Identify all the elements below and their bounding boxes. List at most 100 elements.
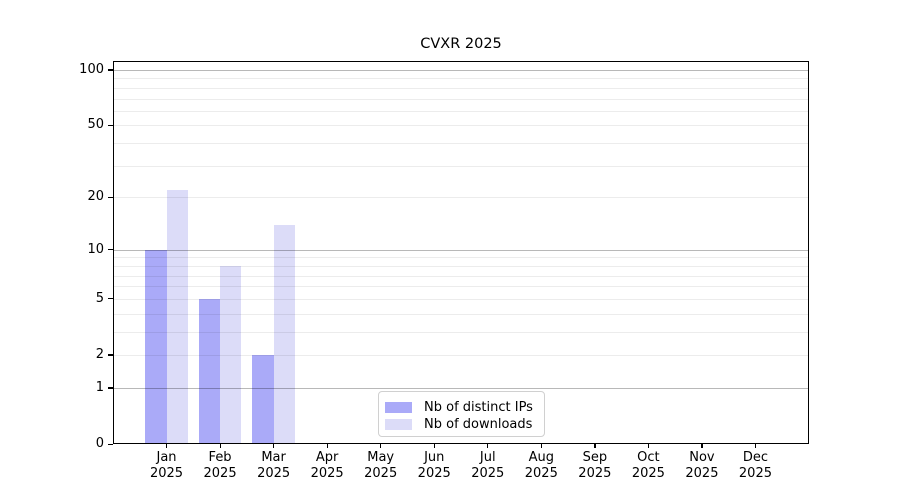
xtick-month: Sep xyxy=(582,450,608,465)
ytick-mark-50 xyxy=(108,124,113,127)
gridline-minor-4 xyxy=(113,313,809,315)
xtick-month: Jun xyxy=(424,450,445,465)
xtick-month: Mar xyxy=(261,450,286,465)
legend-label-distinct-ips: Nb of distinct IPs xyxy=(424,400,533,415)
spine-left xyxy=(113,61,115,444)
gridline-minor-5 xyxy=(113,298,809,300)
legend-item-distinct-ips: Nb of distinct IPs xyxy=(379,399,544,416)
xtick-label-may: May 2025 xyxy=(341,450,421,482)
xtick-month: Apr xyxy=(315,450,339,465)
gridline-minor-50 xyxy=(113,125,809,127)
gridline-major-100 xyxy=(113,70,809,71)
spine-right xyxy=(808,61,810,444)
plot-area xyxy=(113,61,810,444)
xtick-year: 2025 xyxy=(524,466,558,481)
xtick-mark-jul xyxy=(487,443,489,448)
legend: Nb of distinct IPs Nb of downloads xyxy=(378,391,545,437)
xtick-label-sep: Sep 2025 xyxy=(555,450,635,482)
xtick-month: Feb xyxy=(208,450,232,465)
xtick-label-feb: Feb 2025 xyxy=(180,450,260,482)
ytick-label-1: 1 xyxy=(95,379,104,395)
xtick-mark-dec xyxy=(754,443,757,448)
xtick-year: 2025 xyxy=(578,466,612,481)
ytick-mark-0 xyxy=(108,443,113,445)
gridline-minor-9 xyxy=(113,257,809,259)
bar-feb-distinct-ips xyxy=(198,298,221,444)
ytick-label-100: 100 xyxy=(79,61,104,77)
gridline-minor-2 xyxy=(113,355,809,356)
spine-bottom xyxy=(113,442,809,444)
ytick-mark-10 xyxy=(108,249,113,251)
xtick-label-oct: Oct 2025 xyxy=(608,450,688,482)
xtick-year: 2025 xyxy=(310,466,344,481)
ytick-label-20: 20 xyxy=(87,189,104,205)
xtick-month: Oct xyxy=(637,450,660,465)
xtick-month: May xyxy=(367,450,395,465)
xtick-year: 2025 xyxy=(471,466,505,481)
bar-mar-downloads xyxy=(273,224,296,444)
ytick-label-0: 0 xyxy=(95,436,104,451)
xtick-year: 2025 xyxy=(738,466,772,481)
xtick-month: Jan xyxy=(156,450,177,465)
xtick-year: 2025 xyxy=(364,466,398,481)
ytick-label-5: 5 xyxy=(95,290,104,306)
ytick-mark-2 xyxy=(108,354,113,356)
legend-item-downloads: Nb of downloads xyxy=(379,416,544,433)
xtick-mark-jun xyxy=(433,443,435,448)
xtick-year: 2025 xyxy=(203,466,237,481)
xtick-year: 2025 xyxy=(417,466,451,481)
xtick-year: 2025 xyxy=(631,466,665,481)
gridline-minor-7 xyxy=(113,275,809,277)
ytick-mark-1 xyxy=(108,387,113,389)
spine-top xyxy=(113,61,809,63)
gridline-minor-70 xyxy=(113,98,809,100)
xtick-year: 2025 xyxy=(257,466,291,481)
xtick-label-dec: Dec 2025 xyxy=(715,450,795,482)
xtick-mark-jan xyxy=(166,443,168,448)
xtick-mark-feb xyxy=(219,443,221,448)
ytick-mark-5 xyxy=(108,298,113,300)
xtick-mark-nov xyxy=(701,443,703,448)
ytick-label-2: 2 xyxy=(95,346,104,362)
xtick-month: Jul xyxy=(479,450,496,465)
gridline-minor-30 xyxy=(113,165,809,167)
bar-feb-downloads xyxy=(220,265,242,444)
bar-mar-distinct-ips xyxy=(252,354,274,444)
gridline-minor-20 xyxy=(113,197,809,199)
gridline-minor-90 xyxy=(113,78,809,80)
xtick-label-apr: Apr 2025 xyxy=(287,450,367,482)
xtick-mark-may xyxy=(380,443,382,448)
xtick-year: 2025 xyxy=(149,466,184,481)
chart-title: CVXR 2025 xyxy=(420,36,502,52)
gridline-major-1 xyxy=(113,387,809,389)
ytick-mark-100 xyxy=(108,69,113,71)
xtick-mark-apr xyxy=(326,443,328,448)
gridline-minor-60 xyxy=(113,110,809,112)
xtick-month: Aug xyxy=(528,450,554,465)
xtick-label-aug: Aug 2025 xyxy=(501,450,581,482)
xtick-mark-aug xyxy=(540,443,542,448)
gridline-minor-8 xyxy=(113,265,809,267)
xtick-label-jan: Jan 2025 xyxy=(127,450,207,482)
gridline-minor-40 xyxy=(113,143,809,145)
xtick-mark-mar xyxy=(273,443,275,448)
ytick-label-50: 50 xyxy=(87,117,104,133)
bar-jan-distinct-ips xyxy=(145,249,167,444)
legend-label-downloads: Nb of downloads xyxy=(424,417,533,432)
gridline-minor-3 xyxy=(113,331,809,333)
xtick-mark-sep xyxy=(594,443,596,448)
legend-swatch-downloads xyxy=(385,419,412,430)
ytick-label-10: 10 xyxy=(87,241,104,257)
xtick-label-jul: Jul 2025 xyxy=(448,450,528,482)
xtick-label-mar: Mar 2025 xyxy=(234,450,314,482)
xtick-label-nov: Nov 2025 xyxy=(662,450,742,482)
xtick-label-jun: Jun 2025 xyxy=(394,450,474,482)
legend-swatch-distinct-ips xyxy=(385,402,412,413)
gridline-minor-6 xyxy=(113,286,809,288)
gridline-minor-80 xyxy=(113,87,809,89)
ytick-mark-20 xyxy=(108,196,113,198)
xtick-mark-oct xyxy=(647,443,650,448)
gridline-major-10 xyxy=(113,249,809,251)
bar-jan-downloads xyxy=(166,189,188,444)
